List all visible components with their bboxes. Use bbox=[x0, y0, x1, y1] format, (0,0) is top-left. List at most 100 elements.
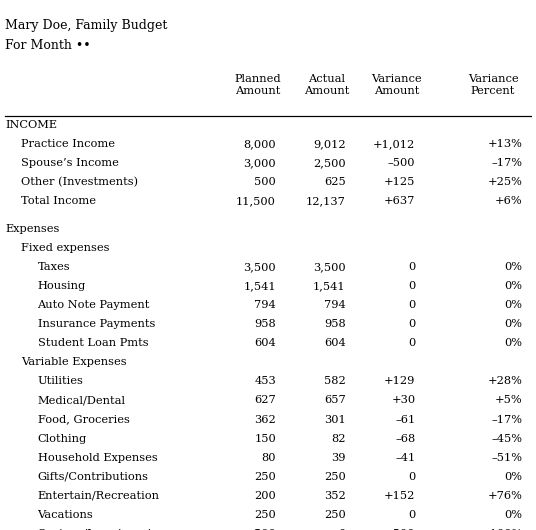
Text: Expenses: Expenses bbox=[5, 224, 59, 234]
Text: Spouse’s Income: Spouse’s Income bbox=[21, 158, 120, 168]
Text: 0%: 0% bbox=[504, 319, 523, 329]
Text: –17%: –17% bbox=[492, 414, 523, 425]
Text: –68: –68 bbox=[395, 434, 415, 444]
Text: 11,500: 11,500 bbox=[236, 196, 276, 206]
Text: 82: 82 bbox=[331, 434, 346, 444]
Text: 0%: 0% bbox=[504, 338, 523, 348]
Text: –51%: –51% bbox=[492, 453, 523, 463]
Text: Vacations: Vacations bbox=[38, 510, 93, 520]
Text: Variance
Percent: Variance Percent bbox=[468, 74, 518, 96]
Text: Utilities: Utilities bbox=[38, 376, 84, 386]
Text: +125: +125 bbox=[384, 177, 415, 187]
Text: 250: 250 bbox=[324, 472, 346, 482]
Text: –41: –41 bbox=[395, 453, 415, 463]
Text: Household Expenses: Household Expenses bbox=[38, 453, 157, 463]
Text: –500: –500 bbox=[388, 158, 415, 168]
Text: For Month ••: For Month •• bbox=[5, 39, 91, 52]
Text: +30: +30 bbox=[391, 395, 415, 405]
Text: –17%: –17% bbox=[492, 158, 523, 168]
Text: +152: +152 bbox=[384, 491, 415, 501]
Text: 250: 250 bbox=[254, 472, 276, 482]
Text: Medical/Dental: Medical/Dental bbox=[38, 395, 125, 405]
Text: +28%: +28% bbox=[488, 376, 523, 386]
Text: –61: –61 bbox=[395, 414, 415, 425]
Text: 657: 657 bbox=[324, 395, 346, 405]
Text: +1,012: +1,012 bbox=[373, 139, 415, 149]
Text: 0%: 0% bbox=[504, 281, 523, 291]
Text: Practice Income: Practice Income bbox=[21, 139, 115, 149]
Text: +6%: +6% bbox=[495, 196, 523, 206]
Text: 627: 627 bbox=[254, 395, 276, 405]
Text: 958: 958 bbox=[324, 319, 346, 329]
Text: 0: 0 bbox=[408, 319, 415, 329]
Text: –500: –500 bbox=[388, 529, 415, 530]
Text: +76%: +76% bbox=[488, 491, 523, 501]
Text: 500: 500 bbox=[254, 177, 276, 187]
Text: INCOME: INCOME bbox=[5, 120, 57, 130]
Text: 1,541: 1,541 bbox=[243, 281, 276, 291]
Text: –45%: –45% bbox=[492, 434, 523, 444]
Text: Planned
Amount: Planned Amount bbox=[234, 74, 280, 96]
Text: 0: 0 bbox=[408, 300, 415, 310]
Text: +637: +637 bbox=[384, 196, 415, 206]
Text: Savings/Investment: Savings/Investment bbox=[38, 529, 152, 530]
Text: 794: 794 bbox=[254, 300, 276, 310]
Text: Auto Note Payment: Auto Note Payment bbox=[38, 300, 150, 310]
Text: 9,012: 9,012 bbox=[313, 139, 346, 149]
Text: 0%: 0% bbox=[504, 472, 523, 482]
Text: 604: 604 bbox=[254, 338, 276, 348]
Text: 0: 0 bbox=[338, 529, 346, 530]
Text: 0: 0 bbox=[408, 281, 415, 291]
Text: 3,000: 3,000 bbox=[243, 158, 276, 168]
Text: 625: 625 bbox=[324, 177, 346, 187]
Text: 12,137: 12,137 bbox=[306, 196, 346, 206]
Text: Housing: Housing bbox=[38, 281, 86, 291]
Text: 582: 582 bbox=[324, 376, 346, 386]
Text: 39: 39 bbox=[331, 453, 346, 463]
Text: 80: 80 bbox=[262, 453, 276, 463]
Text: 2,500: 2,500 bbox=[313, 158, 346, 168]
Text: +25%: +25% bbox=[488, 177, 523, 187]
Text: Student Loan Pmts: Student Loan Pmts bbox=[38, 338, 148, 348]
Text: Insurance Payments: Insurance Payments bbox=[38, 319, 155, 329]
Text: 0: 0 bbox=[408, 338, 415, 348]
Text: 362: 362 bbox=[254, 414, 276, 425]
Text: 0%: 0% bbox=[504, 510, 523, 520]
Text: 794: 794 bbox=[324, 300, 346, 310]
Text: 500: 500 bbox=[254, 529, 276, 530]
Text: 150: 150 bbox=[254, 434, 276, 444]
Text: Mary Doe, Family Budget: Mary Doe, Family Budget bbox=[5, 19, 168, 32]
Text: 352: 352 bbox=[324, 491, 346, 501]
Text: Gifts/Contributions: Gifts/Contributions bbox=[38, 472, 148, 482]
Text: +5%: +5% bbox=[495, 395, 523, 405]
Text: –100%: –100% bbox=[485, 529, 523, 530]
Text: Other (Investments): Other (Investments) bbox=[21, 177, 139, 187]
Text: Actual
Amount: Actual Amount bbox=[304, 74, 349, 96]
Text: +129: +129 bbox=[384, 376, 415, 386]
Text: 0: 0 bbox=[408, 262, 415, 272]
Text: Clothing: Clothing bbox=[38, 434, 87, 444]
Text: 0: 0 bbox=[408, 510, 415, 520]
Text: 958: 958 bbox=[254, 319, 276, 329]
Text: Total Income: Total Income bbox=[21, 196, 96, 206]
Text: 0%: 0% bbox=[504, 262, 523, 272]
Text: Variance
Amount: Variance Amount bbox=[371, 74, 422, 96]
Text: 8,000: 8,000 bbox=[243, 139, 276, 149]
Text: Entertain/Recreation: Entertain/Recreation bbox=[38, 491, 160, 501]
Text: Fixed expenses: Fixed expenses bbox=[21, 243, 110, 253]
Text: 250: 250 bbox=[324, 510, 346, 520]
Text: 0%: 0% bbox=[504, 300, 523, 310]
Text: 200: 200 bbox=[254, 491, 276, 501]
Text: 453: 453 bbox=[254, 376, 276, 386]
Text: +13%: +13% bbox=[488, 139, 523, 149]
Text: Variable Expenses: Variable Expenses bbox=[21, 357, 127, 367]
Text: 3,500: 3,500 bbox=[243, 262, 276, 272]
Text: 3,500: 3,500 bbox=[313, 262, 346, 272]
Text: 250: 250 bbox=[254, 510, 276, 520]
Text: Food, Groceries: Food, Groceries bbox=[38, 414, 129, 425]
Text: 0: 0 bbox=[408, 472, 415, 482]
Text: 604: 604 bbox=[324, 338, 346, 348]
Text: Taxes: Taxes bbox=[38, 262, 70, 272]
Text: 301: 301 bbox=[324, 414, 346, 425]
Text: 1,541: 1,541 bbox=[313, 281, 346, 291]
